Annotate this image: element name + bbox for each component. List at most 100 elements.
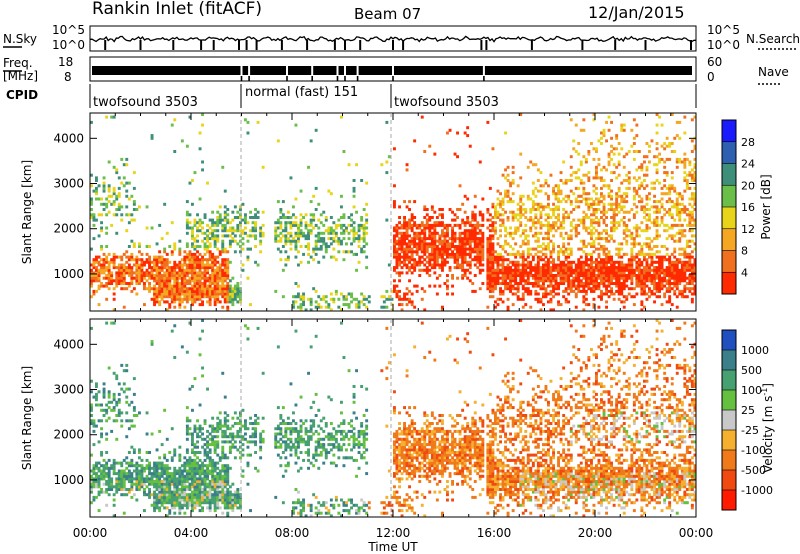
power-cell: [213, 258, 217, 262]
power-cell: [501, 213, 505, 217]
power-cell: [418, 223, 422, 227]
power-cell: [415, 247, 419, 251]
power-cell: [100, 271, 103, 275]
power-cell: [357, 239, 361, 243]
power-cell: [231, 276, 235, 280]
power-cell: [547, 245, 550, 248]
power-cell: [600, 237, 603, 241]
power-cell: [637, 165, 641, 169]
power-cell: [466, 197, 470, 201]
velocity-cell: [107, 392, 111, 396]
power-cell: [564, 179, 568, 182]
power-cell: [221, 271, 225, 275]
power-cell: [196, 250, 199, 254]
power-cell: [297, 226, 300, 230]
power-cell: [410, 216, 414, 219]
power-cell: [509, 252, 512, 256]
power-cell: [600, 263, 603, 267]
power-cell: [170, 289, 174, 293]
power-cell: [125, 157, 129, 161]
power-cell: [428, 260, 432, 264]
power-cell: [688, 276, 692, 280]
power-cell: [213, 282, 217, 285]
power-cell: [491, 268, 495, 272]
power-cell: [668, 284, 672, 288]
power-cell: [506, 242, 510, 246]
velocity-cell: [163, 488, 167, 491]
power-cell: [206, 223, 209, 227]
power-cell: [405, 242, 409, 246]
power-cell: [587, 226, 591, 230]
power-cell: [670, 213, 674, 217]
velocity-cell: [97, 466, 101, 470]
power-cell: [451, 218, 454, 222]
power-cell: [559, 234, 563, 238]
power-cell: [132, 218, 136, 222]
power-cell: [254, 213, 257, 217]
power-cell: [420, 268, 424, 272]
power-cell: [524, 210, 528, 214]
power-cell: [105, 268, 109, 272]
power-cell: [590, 266, 593, 270]
power-cell: [226, 282, 230, 285]
velocity-cell: [145, 464, 149, 468]
power-cell: [297, 263, 300, 267]
power-cell: [491, 205, 495, 209]
power-cell: [542, 237, 545, 241]
power-cell: [231, 287, 235, 291]
power-cell: [140, 268, 144, 272]
power-cell: [688, 213, 692, 217]
power-cell: [622, 128, 626, 132]
power-cell: [236, 226, 240, 230]
power-cell: [206, 271, 209, 275]
power-cell: [155, 297, 159, 301]
power-cell: [314, 186, 318, 190]
power-cell: [579, 255, 583, 259]
power-cell: [463, 245, 467, 248]
power-cell: [456, 247, 459, 251]
power-cell: [552, 266, 555, 270]
power-cell: [191, 292, 194, 296]
power-cell: [175, 295, 179, 299]
power-cell: [140, 271, 144, 275]
noise-tick-bottom-right: 10^0: [707, 38, 740, 52]
power-cell: [486, 284, 490, 288]
power-cell: [107, 189, 111, 193]
power-cell: [622, 237, 626, 241]
power-cell: [562, 274, 566, 277]
power-cell: [332, 297, 336, 301]
power-cell: [216, 279, 220, 283]
power-cell: [506, 258, 510, 262]
power-cell: [203, 231, 207, 235]
power-cell: [168, 245, 172, 248]
power-cell: [165, 263, 169, 267]
power-cell: [175, 271, 179, 275]
power-cell: [521, 260, 525, 264]
power-cell: [443, 237, 447, 241]
power-cell: [435, 231, 439, 235]
power-cell: [471, 239, 475, 243]
power-cell: [461, 255, 465, 259]
power-cell: [683, 266, 687, 270]
power-cell: [552, 263, 555, 267]
power-cell: [660, 255, 664, 259]
power-cell: [196, 274, 199, 277]
power-cell: [198, 292, 202, 296]
power-cell: [471, 231, 475, 235]
velocity-cell: [125, 435, 129, 439]
velocity-cell: [115, 482, 119, 486]
power-cell: [158, 276, 162, 280]
power-cell: [640, 165, 644, 169]
velocity-cell: [160, 495, 164, 499]
power-cell: [590, 276, 593, 280]
power-cell: [211, 268, 215, 272]
power-cell: [668, 184, 672, 188]
power-cell: [405, 271, 409, 275]
power-cell: [196, 258, 199, 262]
velocity-cell: [102, 392, 106, 396]
power-cell: [324, 242, 328, 246]
date-label: 12/Jan/2015: [588, 3, 685, 22]
power-cell: [476, 239, 480, 243]
power-cell: [567, 279, 571, 283]
power-cell: [494, 279, 497, 283]
